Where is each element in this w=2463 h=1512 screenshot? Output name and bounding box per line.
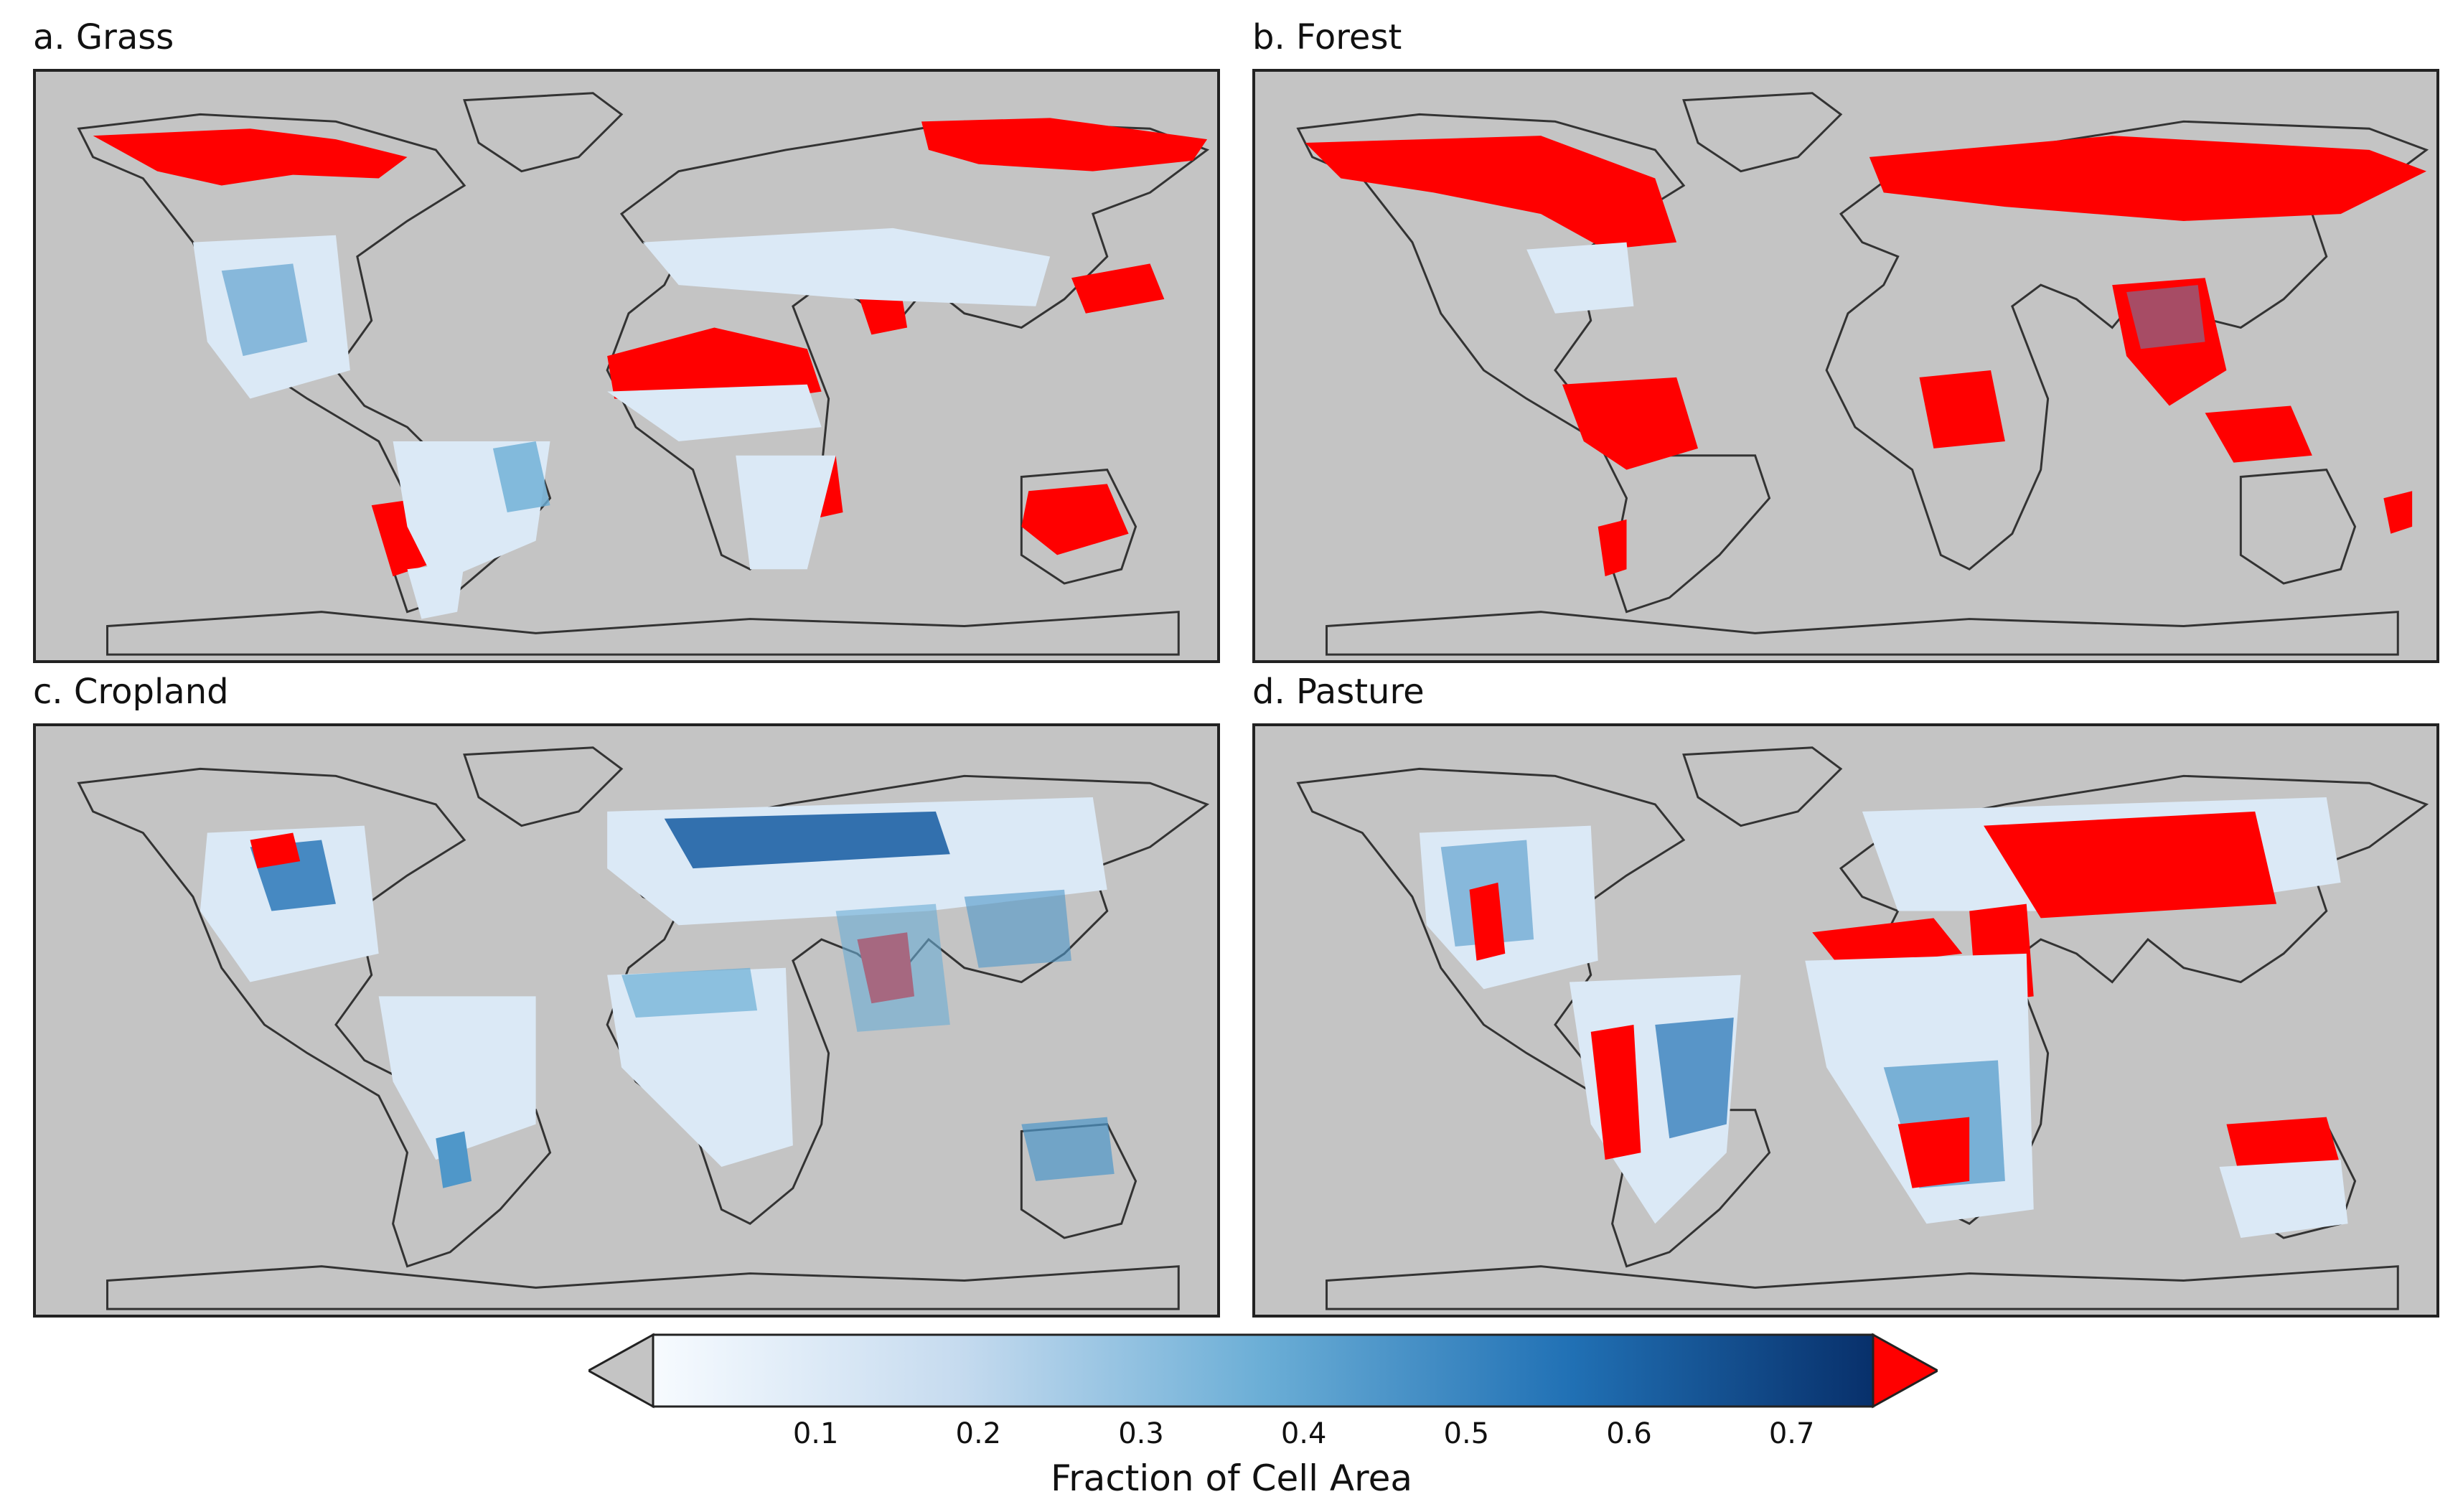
coastlines bbox=[1296, 92, 2429, 656]
colorbar-tick-label: 0.1 bbox=[792, 1417, 839, 1450]
cropland-map-svg bbox=[77, 746, 1210, 1310]
grass-patches bbox=[93, 118, 1208, 619]
coastlines bbox=[1296, 746, 2429, 1310]
cropland-patches bbox=[200, 797, 1115, 1188]
coastline-path bbox=[1296, 767, 1771, 1268]
map-panel-cropland bbox=[33, 723, 1220, 1318]
coastline-path bbox=[2239, 469, 2357, 585]
colorbar-tick-label: 0.3 bbox=[1118, 1417, 1164, 1450]
forest-patches bbox=[1305, 136, 2427, 577]
map-panel-grass bbox=[33, 69, 1220, 663]
coastline-path bbox=[1326, 611, 2399, 656]
coastline-path bbox=[1296, 113, 1771, 614]
coastline-path bbox=[1020, 469, 1137, 585]
coastline-path bbox=[606, 774, 1210, 1225]
coastline-path bbox=[106, 1265, 1180, 1310]
map-panel-forest bbox=[1252, 69, 2439, 663]
colorbar-tick-label: 0.2 bbox=[955, 1417, 1002, 1450]
colorbar-tick-label: 0.4 bbox=[1280, 1417, 1327, 1450]
colorbar-tick-label: 0.5 bbox=[1443, 1417, 1490, 1450]
panel-title-grass: a. Grass bbox=[33, 17, 174, 57]
forest-map-svg bbox=[1296, 92, 2429, 656]
panel-title-pasture: d. Pasture bbox=[1252, 672, 1425, 712]
coastline-path bbox=[1682, 92, 1843, 173]
pasture-patches bbox=[1419, 797, 2348, 1239]
grass-map-svg bbox=[77, 92, 1210, 656]
colorbar-gradient bbox=[652, 1333, 1875, 1408]
coastline-path bbox=[1326, 1265, 2399, 1310]
colorbar-under-arrow bbox=[588, 1333, 655, 1409]
pasture-map-svg bbox=[1296, 746, 2429, 1310]
coastlines bbox=[77, 746, 1210, 1310]
coastline-path bbox=[77, 767, 552, 1268]
panel-title-cropland: c. Cropland bbox=[33, 672, 229, 712]
colorbar-tick-label: 0.7 bbox=[1768, 1417, 1815, 1450]
panel-title-forest: b. Forest bbox=[1252, 17, 1402, 57]
colorbar-label: Fraction of Cell Area bbox=[1051, 1457, 1412, 1499]
colorbar bbox=[588, 1333, 1938, 1409]
map-panel-pasture bbox=[1252, 723, 2439, 1318]
coastline-path bbox=[1825, 120, 2429, 570]
colorbar-over-arrow bbox=[1872, 1333, 1938, 1409]
coastline-path bbox=[463, 92, 624, 173]
coastline-path bbox=[1682, 746, 1843, 827]
coastline-path bbox=[463, 746, 624, 827]
coastline-path bbox=[106, 611, 1180, 656]
colorbar-tick-label: 0.6 bbox=[1606, 1417, 1652, 1450]
